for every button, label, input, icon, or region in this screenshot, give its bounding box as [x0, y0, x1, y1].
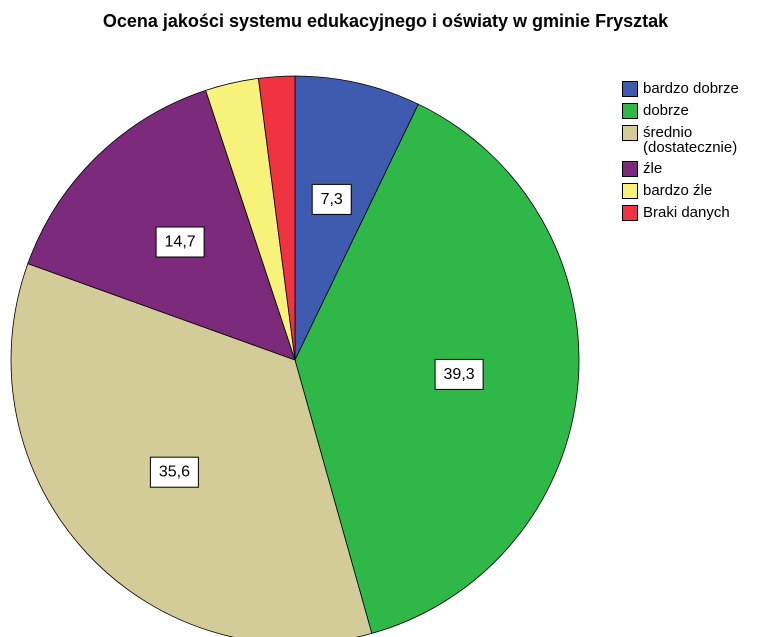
- pie-slice-0: [294, 75, 419, 361]
- pie-data-labels: 7,3 39,3 35,6 14,7: [149, 183, 484, 488]
- legend-swatch-0: [622, 81, 638, 97]
- svg-text:35,6: 35,6: [159, 464, 190, 481]
- pie-slices: [10, 75, 580, 637]
- svg-text:7,3: 7,3: [321, 191, 343, 208]
- legend-swatch-1: [622, 103, 638, 119]
- pie-data-label-1: 39,3: [434, 358, 484, 390]
- legend-label-1: dobrze: [643, 102, 689, 119]
- legend-item-3: źle: [622, 161, 739, 177]
- chart-legend: bardzo dobrze dobrze średnio (dostatecznie…: [622, 81, 739, 227]
- svg-text:14,7: 14,7: [165, 234, 196, 251]
- legend-swatch-3: [622, 161, 638, 177]
- legend-label-0: bardzo dobrze: [643, 80, 739, 97]
- pie-slice-5: [257, 75, 296, 361]
- legend-label-3: źle: [643, 160, 663, 177]
- pie-data-label-0: 7,3: [311, 183, 352, 215]
- svg-text:39,3: 39,3: [444, 366, 475, 383]
- legend-item-4: bardzo źle: [622, 183, 739, 199]
- pie-slice-2: [10, 263, 373, 637]
- legend-swatch-4: [622, 183, 638, 199]
- legend-label-2: średnio (dostatecznie): [643, 124, 738, 156]
- legend-item-1: dobrze: [622, 103, 739, 119]
- pie-data-label-2: 35,6: [149, 456, 199, 488]
- legend-item-2: średnio (dostatecznie): [622, 125, 739, 155]
- pie-slice-3: [27, 89, 296, 361]
- legend-item-5: Braki danych: [622, 205, 739, 221]
- legend-item-0: bardzo dobrze: [622, 81, 739, 97]
- legend-label-5: Braki danych: [643, 204, 730, 221]
- legend-swatch-2: [622, 125, 638, 141]
- chart-title: Ocena jakości systemu edukacyjnego i ośw…: [102, 11, 669, 31]
- pie-data-label-3: 14,7: [155, 226, 205, 258]
- legend-swatch-5: [622, 205, 638, 221]
- legend-label-4: bardzo źle: [643, 182, 713, 199]
